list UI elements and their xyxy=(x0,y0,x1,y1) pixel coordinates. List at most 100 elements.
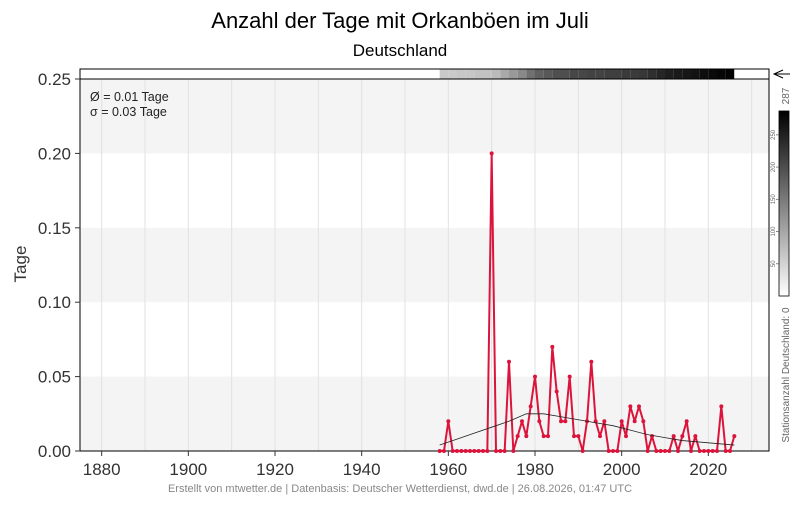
data-point xyxy=(715,449,719,453)
data-point xyxy=(611,449,615,453)
data-point xyxy=(494,449,498,453)
data-point xyxy=(667,449,672,453)
colorbar-label: Stationsanzahl Deutschland: 0 xyxy=(781,307,792,443)
station-strip-segment xyxy=(708,69,717,79)
y-tick-label: 0.05 xyxy=(38,368,71,387)
station-strip-segment xyxy=(604,69,613,79)
background-band xyxy=(80,376,769,451)
chart-title: Anzahl der Tage mit Orkanböen im Juli xyxy=(211,8,588,33)
data-point xyxy=(589,359,594,364)
colorbar-tick-label: 50 xyxy=(771,260,777,267)
station-strip-segment xyxy=(569,69,579,79)
data-point xyxy=(706,449,711,453)
data-point xyxy=(641,419,646,424)
data-point xyxy=(520,419,524,424)
station-strip-segment xyxy=(630,69,639,79)
data-point xyxy=(455,449,459,453)
strip-marker xyxy=(772,69,790,79)
station-strip-segment xyxy=(639,69,648,79)
data-point xyxy=(489,151,494,156)
data-point xyxy=(576,434,581,439)
station-strip-segment xyxy=(647,69,657,79)
data-point xyxy=(728,449,732,453)
x-tick-label: 1900 xyxy=(169,460,207,479)
data-point xyxy=(632,419,637,424)
data-point xyxy=(459,449,464,453)
x-axis: 1880 1900 1920 1940 1960 1980 2000 2020 xyxy=(83,451,727,479)
station-strip-segment xyxy=(665,69,674,79)
data-series xyxy=(437,151,737,453)
station-strip-segment xyxy=(587,69,596,79)
colorbar-tick-label: 150 xyxy=(771,194,777,205)
colorbar-tick-label: 200 xyxy=(771,161,777,172)
data-point xyxy=(645,449,650,453)
background-band xyxy=(80,227,769,303)
data-point xyxy=(615,449,620,453)
data-point xyxy=(511,449,516,453)
station-strip-segment xyxy=(448,69,457,79)
y-axis-label: Tage xyxy=(11,246,30,283)
y-axis: 0.00 0.05 0.10 0.15 0.20 0.25 xyxy=(38,70,80,461)
data-point xyxy=(697,449,702,453)
data-point xyxy=(524,434,529,439)
y-tick-label: 0.15 xyxy=(38,219,71,238)
data-point xyxy=(663,449,667,453)
station-strip-segment xyxy=(439,69,449,79)
station-count-colorbar: 50 100 150 200 250 287 Stationsanzahl Deutschl… xyxy=(771,87,792,442)
data-point xyxy=(684,419,689,424)
data-point xyxy=(554,389,559,394)
x-tick-label: 1880 xyxy=(83,460,121,479)
data-point xyxy=(671,434,676,439)
station-count-strip xyxy=(80,69,769,80)
footer-credits: Erstellt von mtwetter.de | Datenbasis: D… xyxy=(168,483,632,495)
data-point xyxy=(468,449,472,453)
data-point xyxy=(507,359,511,364)
station-strip-segment xyxy=(734,69,743,79)
data-point xyxy=(598,434,602,439)
data-point xyxy=(463,449,468,453)
data-point xyxy=(485,449,490,453)
y-tick-label: 0.10 xyxy=(38,293,71,312)
data-point xyxy=(472,449,477,453)
colorbar-gradient xyxy=(778,110,790,297)
data-point xyxy=(689,449,693,453)
data-point xyxy=(602,419,607,424)
data-point xyxy=(628,404,633,409)
data-point xyxy=(541,434,546,439)
station-strip-segment xyxy=(491,69,501,79)
station-strip-segment xyxy=(552,69,561,79)
data-point xyxy=(450,449,455,453)
y-tick-label: 0.00 xyxy=(38,442,71,461)
data-point xyxy=(442,449,446,453)
data-point xyxy=(650,434,654,439)
trend-line xyxy=(439,413,735,446)
station-strip-segment xyxy=(474,69,483,79)
station-strip-segment xyxy=(621,69,631,79)
sd-annotation: σ = 0.03 Tage xyxy=(90,105,167,119)
y-tick-label: 0.25 xyxy=(38,70,71,89)
x-tick-label: 1960 xyxy=(429,460,467,479)
station-strip-segment xyxy=(725,69,735,79)
data-point xyxy=(624,434,628,439)
colorbar-tick-label: 250 xyxy=(771,129,777,140)
data-point xyxy=(693,434,698,439)
y-tick-label: 0.20 xyxy=(38,144,71,163)
station-strip-segment xyxy=(509,69,518,79)
data-point xyxy=(546,434,550,439)
station-strip-segment xyxy=(526,69,535,79)
data-point xyxy=(481,449,485,453)
data-point xyxy=(498,449,503,453)
data-point xyxy=(572,434,576,439)
data-point xyxy=(710,449,715,453)
data-point xyxy=(446,419,451,424)
station-strip-segment xyxy=(483,69,492,79)
data-point xyxy=(550,344,555,349)
vertical-gridlines xyxy=(101,79,753,451)
station-strip-segment xyxy=(699,69,709,79)
station-strip-segment xyxy=(457,69,466,79)
station-strip-segment xyxy=(517,69,527,79)
data-point xyxy=(533,374,537,379)
station-strip-segment xyxy=(578,69,587,79)
